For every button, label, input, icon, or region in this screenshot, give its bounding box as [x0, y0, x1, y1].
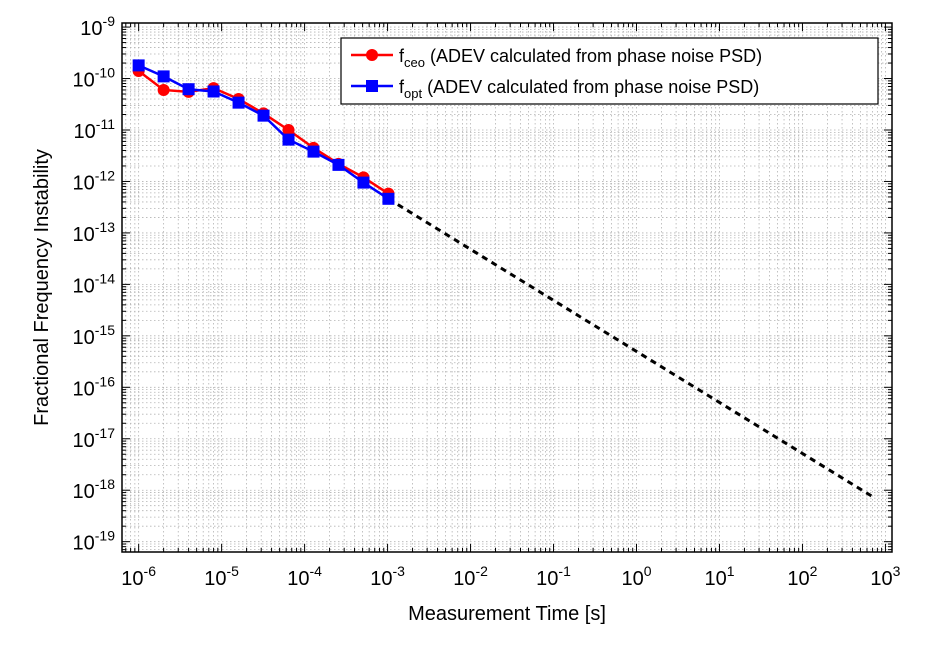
x-tick-label: 102 [787, 563, 817, 590]
y-tick-label: 10-10 [73, 65, 116, 92]
series-layer [132, 59, 874, 498]
fopt-point [332, 158, 345, 171]
x-tick-label: 100 [621, 563, 651, 590]
fopt-point [157, 70, 170, 83]
x-tick-label: 10-6 [121, 563, 156, 590]
fopt-point [182, 83, 195, 96]
x-tick-label: 10-4 [287, 563, 322, 590]
y-tick-label: 10-17 [73, 425, 116, 452]
y-tick-label: 10-14 [73, 270, 116, 297]
extrapolation-line [387, 197, 874, 498]
y-tick-label: 10-15 [73, 322, 116, 349]
fopt-point [132, 59, 145, 72]
fceo-legend-marker [366, 49, 378, 61]
y-tick-label: 10-13 [73, 219, 116, 246]
fopt-point [382, 192, 395, 205]
y-tick-label: 10-19 [73, 528, 116, 555]
x-axis-title: Measurement Time [s] [408, 603, 606, 625]
fopt-point [257, 109, 270, 122]
y-axis-title: Fractional Frequency Instability [31, 149, 53, 426]
fceo-point [157, 83, 170, 96]
fopt-legend-label: fopt (ADEV calculated from phase noise P… [399, 77, 759, 101]
legend-box [340, 37, 879, 105]
fopt-point [357, 176, 370, 189]
fopt-point [307, 145, 320, 158]
x-tick-label: 10-2 [453, 563, 488, 590]
x-tick-label: 10-3 [370, 563, 405, 590]
fopt-point [207, 85, 220, 98]
x-tick-label: 10-1 [536, 563, 571, 590]
fopt-point [232, 96, 245, 109]
x-tick-label: 103 [870, 563, 900, 590]
y-tick-label: 10-18 [73, 476, 116, 503]
x-tick-label: 10-5 [204, 563, 239, 590]
x-tick-label: 101 [704, 563, 734, 590]
fceo-point [282, 123, 295, 136]
y-tick-label: 10-16 [73, 373, 116, 400]
tick-labels: 10-6 10-5 10-4 10-3 10-2 10-1 100 101 102 103 10-1… [73, 13, 901, 590]
grid [122, 23, 892, 552]
legend: fceo (ADEV calculated from phase noise P… [340, 37, 879, 105]
fopt-point [282, 133, 295, 146]
y-tick-label: 10-11 [74, 116, 116, 143]
fopt-legend-marker [366, 80, 378, 92]
plot-frame [121, 22, 893, 553]
y-tick-label: 10-9 [80, 13, 115, 40]
y-tick-label: 10-12 [73, 167, 116, 194]
fceo-legend-label: fceo (ADEV calculated from phase noise P… [399, 46, 762, 70]
